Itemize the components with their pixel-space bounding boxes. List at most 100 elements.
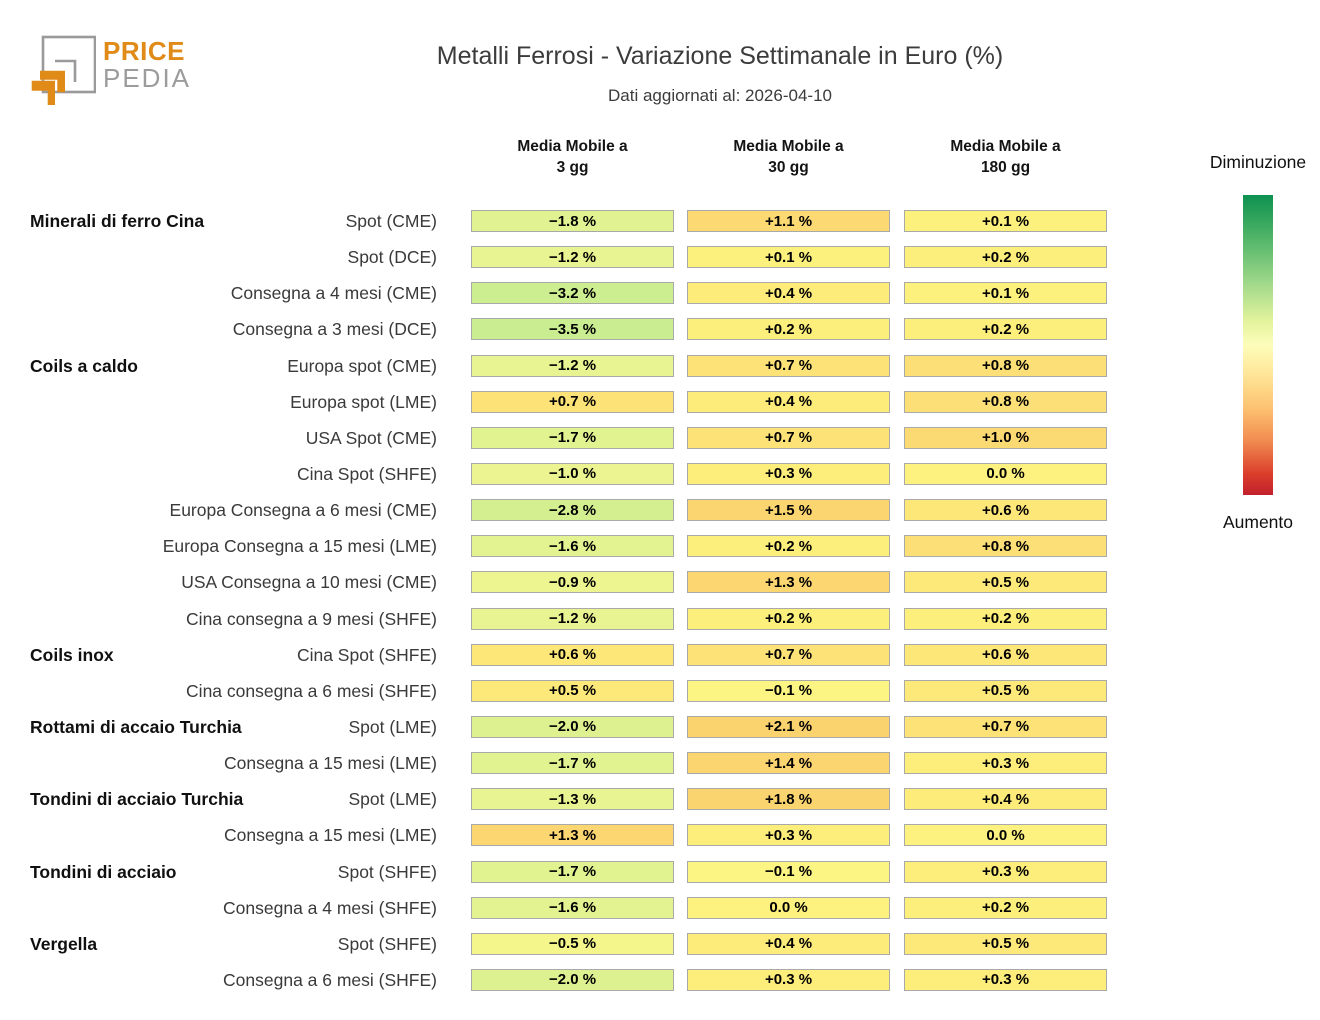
- heatmap-cell: 0.0 %: [904, 462, 1107, 485]
- column-header-line1: Media Mobile a: [517, 138, 628, 155]
- row-label: Spot (SHFE): [337, 861, 437, 882]
- legend-top-label: Diminuzione: [1209, 152, 1307, 172]
- legend-gradient-bar: [1243, 195, 1273, 495]
- heatmap-cell: −1.6 %: [471, 535, 674, 558]
- heatmap-cell: +0.7 %: [687, 643, 890, 666]
- column-header-line2: 180 gg: [980, 159, 1031, 176]
- heatmap-cell: +0.4 %: [687, 282, 890, 305]
- heatmap-cell: +0.5 %: [471, 679, 674, 702]
- column-header-3gg: Media Mobile a 3 gg: [471, 136, 674, 178]
- heatmap-cell: +1.0 %: [904, 426, 1107, 449]
- heatmap-cell: +0.2 %: [904, 318, 1107, 341]
- row-label: Consegna a 6 mesi (SHFE): [223, 969, 437, 990]
- row-label: Cina Spot (SHFE): [296, 644, 437, 665]
- logo-brand-pedia: PEDIA: [103, 63, 192, 93]
- heatmap-cell: −0.1 %: [687, 679, 890, 702]
- heatmap-cell: −3.5 %: [471, 318, 674, 341]
- heatmap-cell: +0.5 %: [904, 679, 1107, 702]
- heatmap-cell: −1.2 %: [471, 354, 674, 377]
- heatmap-cell: +0.3 %: [904, 752, 1107, 775]
- column-header-30gg: Media Mobile a 30 gg: [687, 136, 890, 178]
- row-label: Cina consegna a 9 mesi (SHFE): [186, 608, 437, 629]
- heatmap-cell: +0.2 %: [904, 246, 1107, 269]
- row-label: Spot (DCE): [347, 247, 437, 268]
- column-header-line2: 30 gg: [768, 159, 809, 176]
- heatmap-cell: +0.5 %: [904, 571, 1107, 594]
- heatmap-cell: 0.0 %: [904, 824, 1107, 847]
- heatmap-cell: +0.8 %: [904, 390, 1107, 413]
- heatmap-cell: −1.2 %: [471, 607, 674, 630]
- heatmap-cell: +1.8 %: [687, 788, 890, 811]
- row-label: Consegna a 4 mesi (SHFE): [223, 897, 437, 918]
- heatmap-cell: −2.0 %: [471, 968, 674, 991]
- heatmap-cell: +0.1 %: [687, 246, 890, 269]
- row-label: Consegna a 15 mesi (LME): [223, 825, 437, 846]
- category-label: Tondini di acciaio Turchia: [30, 789, 244, 810]
- heatmap-cell: +0.2 %: [687, 607, 890, 630]
- pricepedia-logo-icon: [31, 35, 96, 105]
- category-label: Rottami di accaio Turchia: [30, 716, 242, 737]
- heatmap-cell: +0.3 %: [687, 968, 890, 991]
- row-label: USA Spot (CME): [305, 427, 437, 448]
- column-header-line2: 3 gg: [556, 159, 589, 176]
- row-label: Spot (LME): [348, 789, 438, 810]
- row-label: Cina consegna a 6 mesi (SHFE): [186, 680, 437, 701]
- heatmap-cell: +0.3 %: [904, 860, 1107, 883]
- heatmap-cell: +0.7 %: [687, 354, 890, 377]
- category-label: Coils inox: [30, 644, 114, 665]
- heatmap-cell: −0.1 %: [687, 860, 890, 883]
- column-header-line1: Media Mobile a: [950, 138, 1061, 155]
- category-label: Coils a caldo: [30, 355, 138, 376]
- heatmap-cell: +0.2 %: [687, 535, 890, 558]
- heatmap-cell: −2.0 %: [471, 715, 674, 738]
- heatmap-cell: +0.6 %: [471, 643, 674, 666]
- row-label: Cina Spot (SHFE): [296, 463, 437, 484]
- heatmap-cell: +0.2 %: [904, 896, 1107, 919]
- heatmap-cell: +0.4 %: [687, 932, 890, 955]
- heatmap-cell: −1.2 %: [471, 246, 674, 269]
- heatmap-cell: +0.6 %: [904, 499, 1107, 522]
- heatmap-cell: −1.7 %: [471, 426, 674, 449]
- heatmap-cell: −1.7 %: [471, 752, 674, 775]
- heatmap-cell: +1.4 %: [687, 752, 890, 775]
- heatmap-cell: +1.1 %: [687, 210, 890, 232]
- heatmap-cell: +0.1 %: [904, 282, 1107, 305]
- row-label: Europa Consegna a 6 mesi (CME): [169, 500, 437, 521]
- heatmap-cell: +0.7 %: [687, 426, 890, 449]
- heatmap-cell: +0.8 %: [904, 535, 1107, 558]
- heatmap-cell: 0.0 %: [687, 896, 890, 919]
- column-header-180gg: Media Mobile a 180 gg: [904, 136, 1107, 178]
- heatmap-cell: +1.3 %: [687, 571, 890, 594]
- page-title: Metalli Ferrosi - Variazione Settimanale…: [436, 42, 1004, 70]
- category-label: Vergella: [30, 933, 98, 954]
- heatmap-cell: −1.7 %: [471, 860, 674, 883]
- heatmap-cell: +0.5 %: [904, 932, 1107, 955]
- row-label: Spot (LME): [348, 716, 438, 737]
- heatmap-cell: −1.3 %: [471, 788, 674, 811]
- heatmap-cell: +0.7 %: [471, 390, 674, 413]
- row-label: Europa Consegna a 15 mesi (LME): [162, 536, 437, 557]
- heatmap-cell: +0.3 %: [687, 824, 890, 847]
- column-header-line1: Media Mobile a: [733, 138, 844, 155]
- row-label: Consegna a 3 mesi (DCE): [232, 319, 437, 340]
- heatmap-cell: +0.1 %: [904, 210, 1107, 232]
- heatmap-cell: +0.2 %: [687, 318, 890, 341]
- row-label: Europa spot (CME): [287, 355, 437, 376]
- heatmap-cell: −3.2 %: [471, 282, 674, 305]
- heatmap-cell: +0.6 %: [904, 643, 1107, 666]
- heatmap-cell: −0.9 %: [471, 571, 674, 594]
- row-label: Europa spot (LME): [290, 391, 437, 412]
- row-label: Spot (CME): [345, 211, 437, 231]
- heatmap-cell: +0.3 %: [687, 462, 890, 485]
- heatmap-cell: −1.8 %: [471, 210, 674, 232]
- heatmap-cell: −1.0 %: [471, 462, 674, 485]
- heatmap-cell: −2.8 %: [471, 499, 674, 522]
- legend-bottom-label: Aumento: [1222, 512, 1294, 532]
- row-label: Consegna a 15 mesi (LME): [223, 753, 437, 774]
- row-label: Consegna a 4 mesi (CME): [230, 283, 437, 304]
- heatmap-cell: +1.5 %: [687, 499, 890, 522]
- heatmap-cell: +0.4 %: [904, 788, 1107, 811]
- category-label: Minerali di ferro Cina: [30, 211, 205, 231]
- category-label: Tondini di acciaio: [30, 861, 177, 882]
